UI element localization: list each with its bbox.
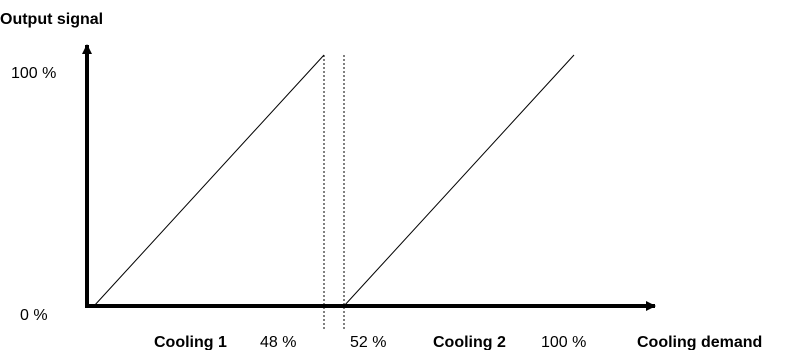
x-tick-label-100: 100 % <box>541 334 586 350</box>
y-tick-label-100: 100 % <box>11 65 56 82</box>
plot-marks <box>82 44 656 330</box>
y-tick-label-0: 0 % <box>20 307 48 324</box>
x-tick-label-48: 48 % <box>260 334 296 350</box>
series-line-2 <box>343 54 575 307</box>
x-tick-label-52: 52 % <box>350 334 386 350</box>
series-line-1 <box>93 54 325 307</box>
x-axis-title: Cooling demand <box>637 334 762 350</box>
x-label-cooling-1: Cooling 1 <box>154 334 227 350</box>
x-label-cooling-2: Cooling 2 <box>433 334 506 350</box>
y-axis-title: Output signal <box>0 11 103 28</box>
